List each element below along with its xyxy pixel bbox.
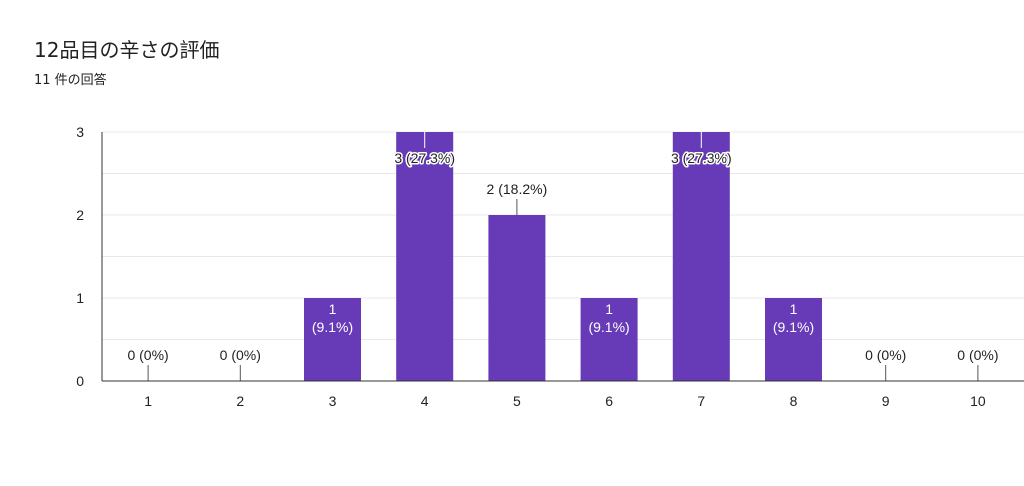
x-tick-label: 5: [513, 393, 521, 409]
x-tick-label: 9: [882, 393, 890, 409]
x-tick-label: 10: [970, 393, 986, 409]
response-count: 11 件の回答: [34, 73, 107, 88]
data-label: 0 (0%): [127, 347, 168, 363]
data-label: 0 (0%): [220, 347, 261, 363]
x-tick-label: 6: [605, 393, 613, 409]
bar: [396, 132, 454, 381]
y-tick-label: 1: [76, 290, 84, 306]
y-tick-label: 3: [76, 124, 84, 140]
bar: [304, 298, 361, 381]
data-label: 3 (27.3%): [394, 150, 455, 166]
x-tick-label: 3: [329, 393, 337, 409]
x-tick-label: 7: [697, 393, 705, 409]
data-label: 1 (9.1%): [773, 301, 814, 335]
data-label: 0 (0%): [957, 347, 998, 363]
bar: [765, 298, 822, 381]
x-tick-label: 8: [790, 393, 798, 409]
x-tick-label: 1: [144, 393, 152, 409]
chart-title: 12品目の辛さの評価: [34, 38, 220, 62]
data-label: 1 (9.1%): [588, 301, 629, 335]
bar: [580, 298, 638, 381]
x-tick-label: 2: [236, 393, 244, 409]
bar: [672, 132, 730, 381]
data-label: 1 (9.1%): [312, 301, 353, 335]
bar: [488, 215, 546, 381]
data-label: 2 (18.2%): [487, 181, 548, 197]
data-label: 0 (0%): [865, 347, 906, 363]
data-label: 3 (27.3%): [671, 150, 732, 166]
x-tick-label: 4: [421, 393, 429, 409]
y-tick-label: 2: [76, 207, 84, 223]
y-tick-label: 0: [76, 373, 84, 389]
